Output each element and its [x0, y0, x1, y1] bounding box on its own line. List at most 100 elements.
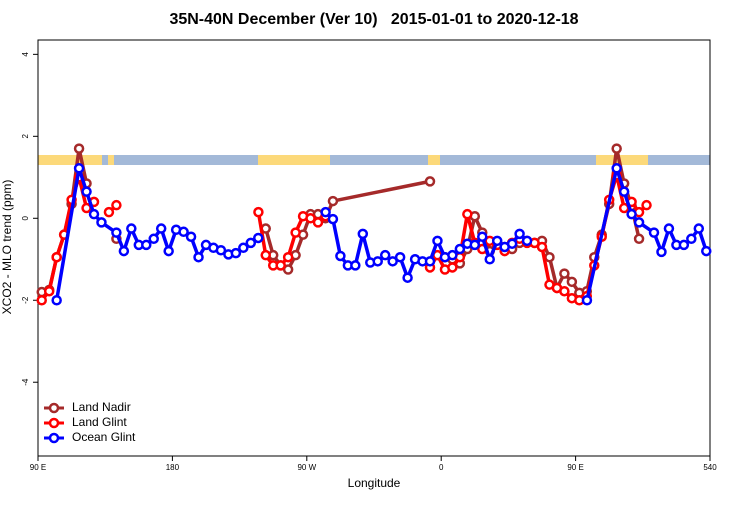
y-tick-label: 0: [21, 216, 30, 221]
point: [260, 249, 271, 261]
point: [447, 262, 458, 273]
point: [305, 213, 316, 224]
point: [656, 246, 667, 258]
point: [327, 195, 339, 207]
point: [215, 245, 227, 256]
point: [663, 223, 675, 234]
point: [701, 245, 712, 257]
point: [514, 228, 525, 240]
series-line: [41, 146, 641, 295]
point: [424, 256, 436, 267]
point: [73, 163, 85, 174]
point: [491, 235, 503, 247]
land-ocean-strip: [38, 155, 710, 165]
point: [387, 256, 398, 267]
point: [51, 295, 62, 306]
point: [253, 206, 264, 218]
x-tick-label: 0: [439, 463, 444, 472]
point: [148, 233, 159, 245]
point: [357, 228, 369, 240]
point: [372, 256, 383, 267]
point: [536, 241, 548, 253]
point: [230, 247, 242, 259]
point: [350, 260, 361, 271]
point: [96, 217, 107, 228]
point: [611, 143, 622, 154]
point: [678, 239, 690, 251]
point: [36, 295, 47, 306]
point: [581, 295, 593, 306]
point: [245, 237, 257, 249]
point: [559, 285, 570, 297]
point: [394, 251, 406, 263]
point: [521, 235, 533, 247]
point: [611, 163, 622, 174]
legend-label: Land Nadir: [72, 400, 131, 414]
point: [693, 223, 705, 234]
point: [566, 276, 578, 288]
x-tick-label: 180: [166, 463, 180, 472]
point: [633, 233, 645, 245]
legend-label: Land Glint: [72, 415, 127, 429]
point: [193, 251, 204, 263]
point: [73, 143, 85, 154]
point: [43, 285, 55, 297]
y-tick-label: 4: [21, 52, 30, 57]
point: [282, 264, 294, 275]
point: [320, 206, 331, 218]
point: [633, 217, 645, 228]
point: [51, 251, 62, 263]
point: [327, 213, 339, 225]
x-tick-label: 90 E: [567, 463, 583, 472]
point: [88, 208, 100, 220]
point: [111, 227, 122, 238]
y-axis-label: XCO2 - MLO trend (ppm): [0, 180, 14, 315]
point: [312, 217, 324, 228]
point: [544, 251, 555, 263]
legend-label: Ocean Glint: [72, 430, 136, 444]
point: [648, 227, 660, 238]
x-tick-label: 540: [703, 463, 717, 472]
point: [641, 199, 652, 211]
point: [118, 245, 130, 257]
point: [185, 231, 197, 242]
point: [506, 238, 518, 249]
point: [253, 232, 264, 244]
point: [626, 208, 637, 220]
point: [111, 199, 122, 211]
point: [402, 272, 413, 283]
y-tick-label: 2: [21, 134, 30, 139]
point: [686, 233, 697, 245]
point: [275, 260, 286, 271]
x-tick-label: 90 W: [297, 463, 316, 472]
point: [454, 243, 466, 255]
point: [484, 254, 495, 265]
point: [379, 249, 391, 261]
point: [424, 176, 436, 187]
point: [155, 223, 167, 234]
point: [141, 239, 152, 251]
point: [559, 268, 570, 279]
point: [163, 245, 174, 257]
point: [126, 223, 137, 234]
point: [618, 186, 630, 197]
point: [178, 226, 189, 238]
point: [469, 239, 481, 251]
x-tick-label: 90 E: [30, 463, 46, 472]
point: [282, 251, 294, 263]
point: [432, 235, 443, 247]
point: [462, 208, 473, 220]
point: [290, 227, 301, 238]
point: [477, 231, 488, 242]
x-axis-label: Longitude: [348, 476, 401, 490]
y-tick-label: -2: [21, 296, 30, 304]
point: [447, 249, 458, 261]
chart-title: 35N-40N December (Ver 10) 2015-01-01 to …: [169, 11, 578, 28]
point: [335, 250, 346, 262]
legend-marker: [48, 402, 60, 414]
point: [238, 242, 249, 254]
y-tick-label: -4: [21, 378, 30, 386]
legend-marker: [48, 432, 60, 444]
point: [103, 206, 115, 218]
